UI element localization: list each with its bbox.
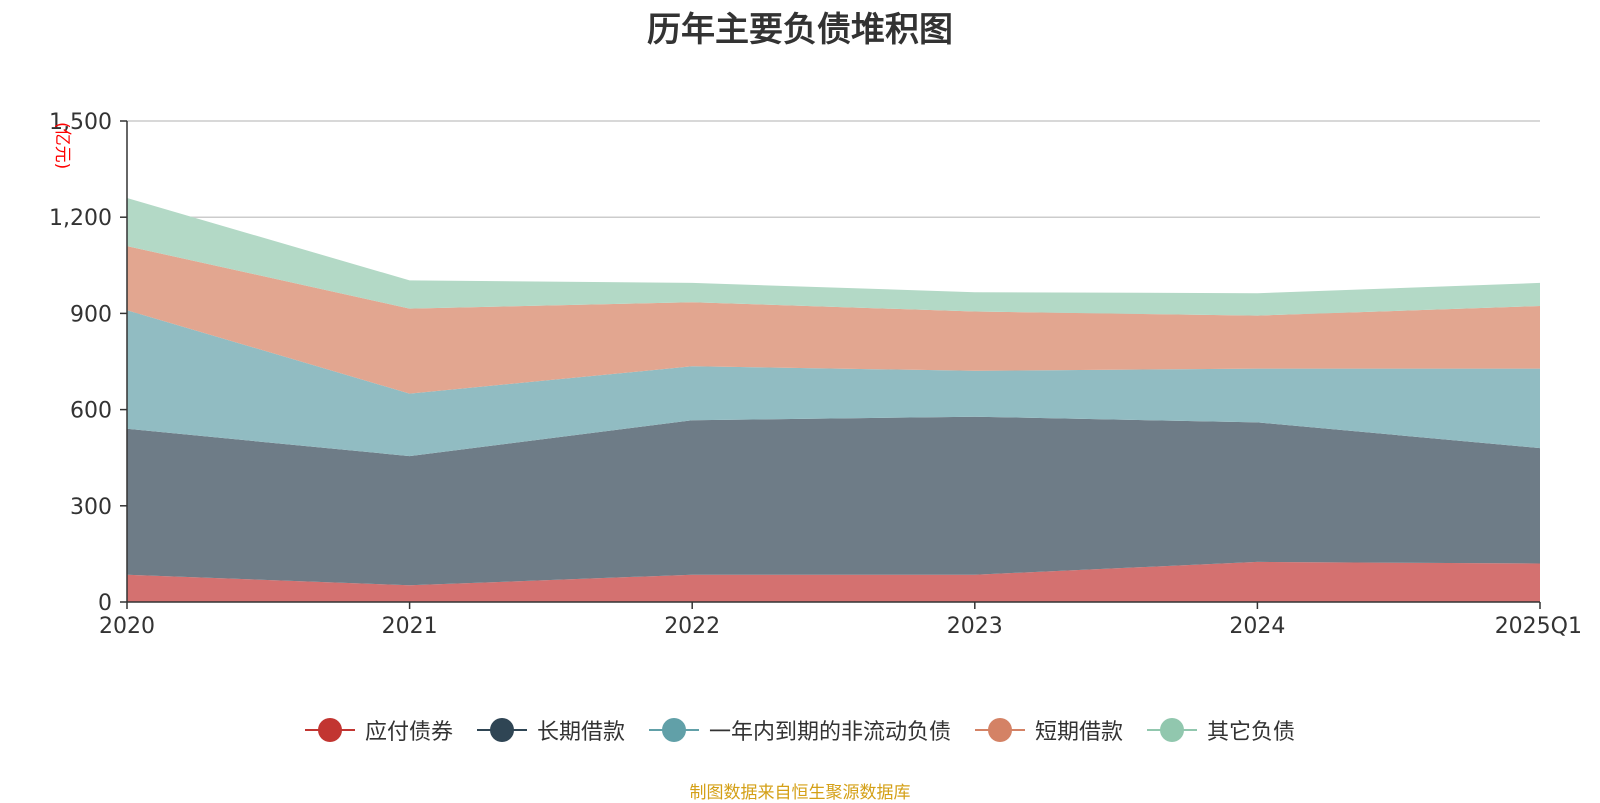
y-tick-label-2: 600: [70, 399, 112, 424]
x-tick-label-5: 2025Q1: [1495, 614, 1582, 639]
legend-item-4[interactable]: 其它负债: [1147, 714, 1295, 746]
x-tick-label-4: 2024: [1229, 614, 1285, 639]
x-tick-label-0: 2020: [99, 614, 155, 639]
y-tick-label-4: 1,200: [49, 206, 112, 231]
y-tick-label-3: 900: [70, 302, 112, 327]
y-tick-labels: 0 300 600 900 1,200 1,500: [49, 110, 127, 616]
area-series-2: [127, 310, 1540, 457]
legend-label: 一年内到期的非流动负债: [708, 720, 951, 745]
legend-marker-icon: [304, 717, 355, 743]
legend-marker-icon: [1147, 717, 1198, 743]
legend-item-3[interactable]: 短期借款: [975, 714, 1123, 746]
legend-marker-icon: [648, 717, 699, 743]
x-tick-labels: 2020 2021 2022 2023 2024 2025Q1: [99, 602, 1582, 639]
legend-item-0[interactable]: 应付债券: [304, 714, 453, 746]
x-tick-label-2: 2022: [664, 614, 720, 639]
legend-marker-icon: [476, 717, 527, 743]
legend-label: 长期借款: [536, 720, 625, 745]
chart-title: 历年主要负债堆积图: [647, 10, 953, 50]
y-tick-label-5: 1,500: [49, 110, 112, 135]
area-series-0: [127, 561, 1540, 602]
area-series-1: [127, 416, 1540, 586]
y-tick-label-1: 300: [70, 495, 112, 520]
x-tick-label-3: 2023: [947, 614, 1003, 639]
legend-label: 短期借款: [1035, 720, 1124, 745]
y-axis-unit-label: (亿元): [52, 122, 72, 169]
area-series-4: [127, 198, 1540, 316]
source-note: 制图数据来自恒生聚源数据库: [689, 783, 911, 803]
legend-marker-icon: [975, 717, 1025, 743]
legend-label: 应付债券: [364, 720, 453, 745]
legend-item-2[interactable]: 一年内到期的非流动负债: [648, 714, 951, 746]
area-series-3: [127, 246, 1540, 394]
legend-item-1[interactable]: 长期借款: [476, 714, 625, 746]
y-tick-label-0: 0: [98, 591, 112, 616]
area-series: [127, 198, 1540, 602]
chart-legend: 应付债券 长期借款 一年内到期的非流动负债 短期借款 其它负债: [0, 714, 1600, 746]
legend-label: 其它负债: [1207, 720, 1296, 745]
x-tick-label-1: 2021: [382, 614, 438, 639]
axes: [126, 121, 1540, 603]
